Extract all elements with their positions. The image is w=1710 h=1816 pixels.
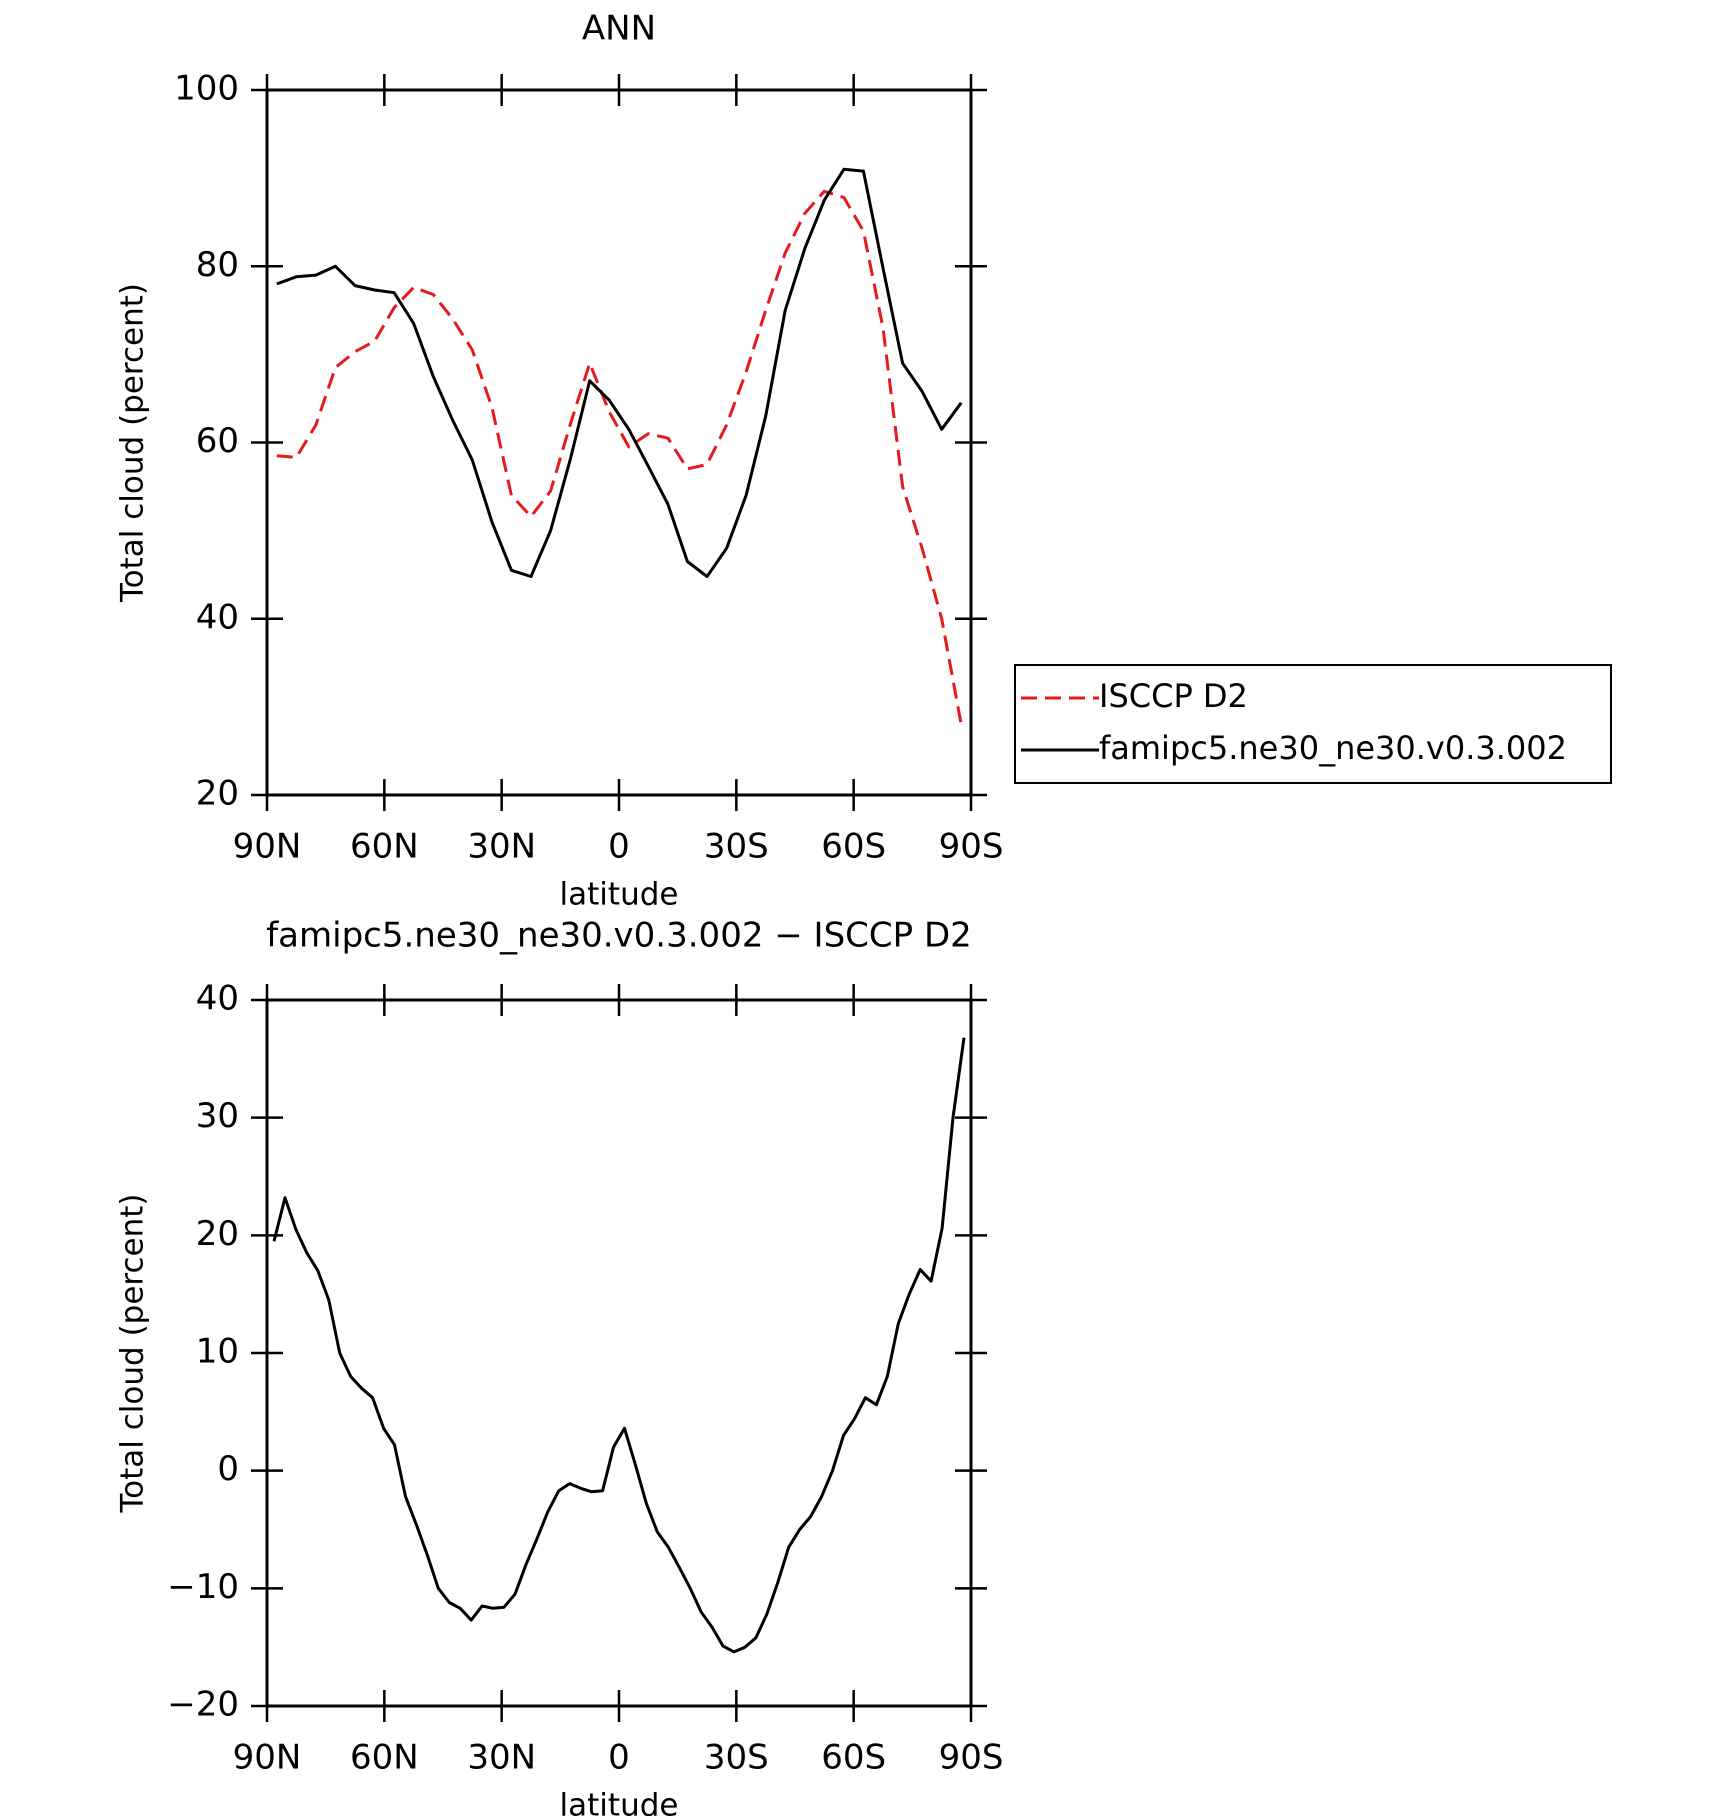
x-tick-label: 30N: [467, 827, 536, 867]
y-tick-label: 20: [196, 774, 239, 814]
x-tick-label: 0: [608, 827, 630, 867]
x-tick-label: 30S: [704, 827, 769, 867]
x-tick-label: 60S: [821, 1738, 886, 1778]
x-tick-label: 90S: [939, 1738, 1004, 1778]
y-tick-label: 40: [196, 597, 239, 637]
x-tick-label: 30N: [467, 1738, 536, 1778]
x-tick-label: 90N: [233, 1738, 302, 1778]
legend-label: ISCCP D2: [1099, 677, 1248, 715]
x-tick-label: 90S: [939, 827, 1004, 867]
chart-title: ANN: [582, 9, 656, 49]
x-tick-label: 30S: [704, 1738, 769, 1778]
y-tick-label: 80: [196, 245, 239, 285]
plot-frame: [265, 998, 973, 1708]
series-line: [276, 167, 963, 578]
x-axis-label: latitude: [560, 1788, 679, 1816]
x-axis-label: latitude: [560, 877, 679, 913]
y-tick-label: 60: [196, 421, 239, 461]
y-axis-label: Total cloud (percent): [115, 1194, 151, 1514]
y-tick-label: 10: [196, 1332, 239, 1372]
y-tick-label: −20: [167, 1685, 239, 1725]
legend-box: [1014, 664, 1612, 784]
y-tick-label: 30: [196, 1096, 239, 1136]
y-axis-label: Total cloud (percent): [115, 283, 151, 603]
y-tick-label: 100: [174, 69, 239, 109]
x-tick-label: 60N: [350, 827, 419, 867]
series-line: [272, 1037, 966, 1654]
chart-title: famipc5.ne30_ne30.v0.3.002 − ISCCP D2: [266, 916, 972, 956]
x-tick-label: 60N: [350, 1738, 419, 1778]
x-tick-label: 60S: [821, 827, 886, 867]
plot-frame: [265, 88, 973, 797]
y-tick-label: −10: [167, 1567, 239, 1607]
legend-label: famipc5.ne30_ne30.v0.3.002: [1099, 729, 1567, 767]
y-tick-label: 20: [196, 1214, 239, 1254]
y-tick-label: 0: [217, 1449, 239, 1489]
x-tick-label: 90N: [233, 827, 302, 867]
series-line: [276, 189, 963, 725]
x-tick-label: 0: [608, 1738, 630, 1778]
y-tick-label: 40: [196, 979, 239, 1019]
